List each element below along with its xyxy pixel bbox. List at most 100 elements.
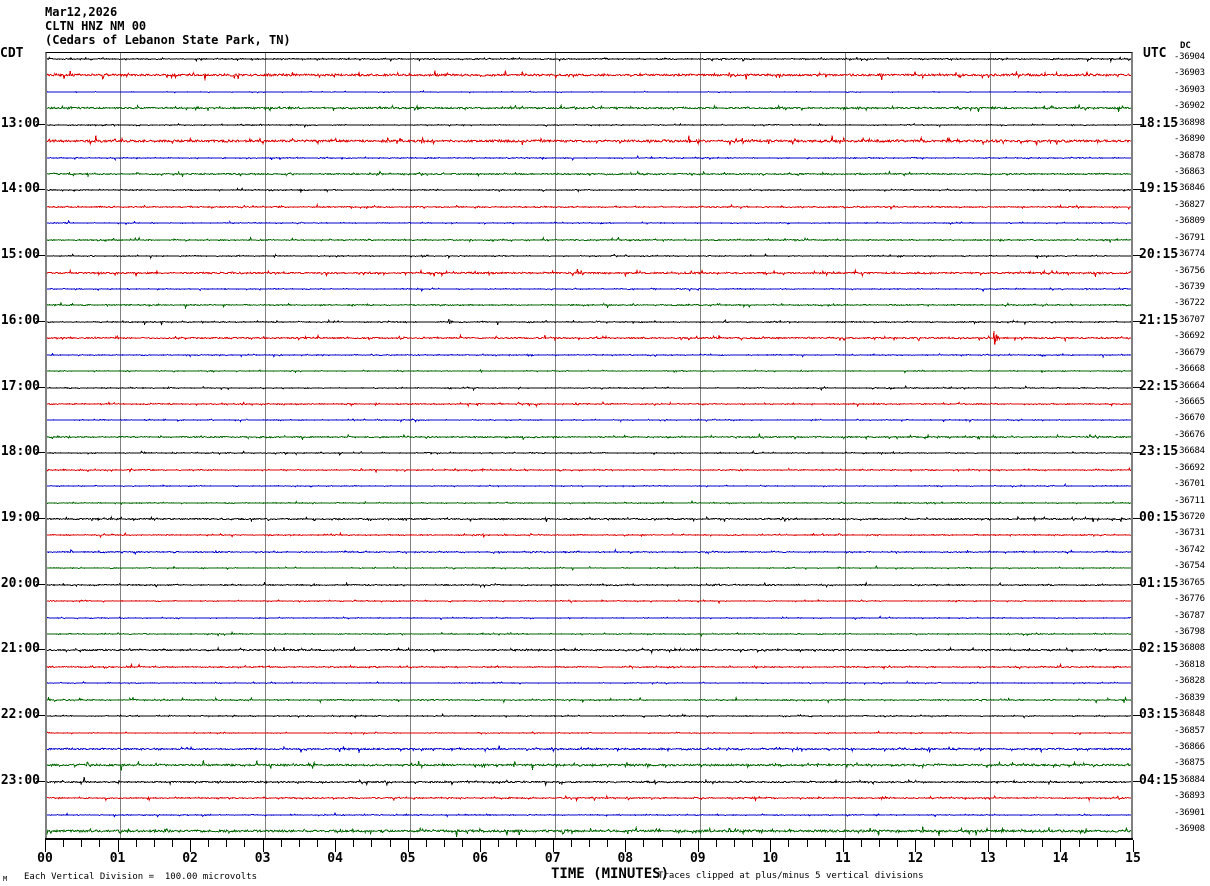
seismic-trace xyxy=(46,294,1132,316)
x-axis-tick-label: 11 xyxy=(835,851,851,866)
header-station: CLTN HNZ NM 00 xyxy=(45,19,147,33)
seismic-trace xyxy=(46,97,1132,119)
seismic-trace xyxy=(46,557,1132,579)
x-axis-tick-label: 08 xyxy=(617,851,634,866)
dc-offset-value: -36701 xyxy=(1174,479,1205,490)
seismic-trace xyxy=(46,163,1132,185)
right-time-tick xyxy=(1133,189,1142,191)
x-axis-tick xyxy=(462,840,464,847)
dc-offset-value: -36739 xyxy=(1174,282,1205,293)
dc-offset-value: -36846 xyxy=(1174,183,1205,194)
dc-offset-value: -36898 xyxy=(1174,117,1205,128)
gridline-minute-9 xyxy=(699,53,701,838)
x-axis-tick-label: 13 xyxy=(980,851,996,866)
x-axis-tick xyxy=(407,840,409,852)
x-axis-tick xyxy=(443,840,445,847)
seismic-trace xyxy=(46,311,1132,333)
dc-offset-value: -36711 xyxy=(1174,495,1205,506)
x-axis-tick xyxy=(570,840,572,847)
left-time-tick xyxy=(36,320,45,322)
dc-offset-value: -36890 xyxy=(1174,134,1205,145)
dc-offset-value: -36903 xyxy=(1174,68,1205,79)
x-axis-tick xyxy=(915,840,917,852)
seismic-trace xyxy=(46,524,1132,546)
seismic-trace xyxy=(46,820,1132,842)
x-axis-tick xyxy=(1133,840,1134,852)
x-axis-tick xyxy=(99,840,101,847)
dc-offset-value: -36676 xyxy=(1174,429,1205,440)
gridline-minute-3 xyxy=(264,53,266,838)
x-axis-tick xyxy=(752,840,754,847)
gridline-minute-13 xyxy=(989,53,991,838)
x-axis-tick xyxy=(480,840,482,852)
x-axis-tick xyxy=(171,840,173,847)
x-axis-tick xyxy=(226,840,228,847)
x-axis-tick xyxy=(335,840,337,852)
x-axis-tick xyxy=(1114,840,1116,847)
seismic-trace xyxy=(46,590,1132,612)
x-axis-line xyxy=(45,838,1133,840)
dc-offset-value: -36722 xyxy=(1174,298,1205,309)
right-time-tick xyxy=(1133,715,1142,717)
right-time-label: 21:15 xyxy=(1139,312,1179,328)
x-axis-tick xyxy=(244,840,246,847)
x-axis-tick xyxy=(190,840,192,852)
x-axis xyxy=(45,838,1134,852)
seismic-trace xyxy=(46,574,1132,596)
right-time-tick xyxy=(1133,649,1142,651)
seismic-trace xyxy=(46,262,1132,284)
x-axis-tick xyxy=(951,840,953,847)
scale-note: Each Vertical Division = 100.00 microvol… xyxy=(24,872,257,882)
x-axis-title: TIME (MINUTES) xyxy=(551,866,670,882)
seismic-trace xyxy=(46,722,1132,744)
left-time-label: 15:00 xyxy=(0,247,40,263)
x-axis-tick xyxy=(516,840,518,847)
dc-offset-value: -36720 xyxy=(1174,512,1205,523)
right-time-label: 04:15 xyxy=(1139,772,1179,788)
dc-offset-value: -36863 xyxy=(1174,167,1205,177)
x-axis-tick xyxy=(987,840,989,852)
seismic-trace xyxy=(46,607,1132,629)
x-axis-tick xyxy=(534,840,536,847)
header-location: (Cedars of Lebanon State Park, TN) xyxy=(45,33,291,47)
left-time-label: 22:00 xyxy=(0,707,40,723)
x-axis-tick xyxy=(879,840,881,847)
right-time-label: 18:15 xyxy=(1139,115,1179,131)
seismic-trace xyxy=(46,623,1132,645)
x-axis-tick xyxy=(589,840,590,847)
right-time-label: 02:15 xyxy=(1139,641,1179,657)
seismic-trace xyxy=(46,377,1132,399)
x-axis-tick-label: 05 xyxy=(399,851,416,866)
right-time-label: 00:15 xyxy=(1139,510,1179,526)
seismic-trace xyxy=(46,656,1132,678)
x-axis-tick xyxy=(770,840,772,852)
seismogram-plot xyxy=(45,52,1133,838)
x-axis-tick xyxy=(897,840,899,847)
x-axis-tick-label: 01 xyxy=(109,851,126,866)
dc-offset-value: -36754 xyxy=(1174,561,1205,572)
dc-offset-value: -36787 xyxy=(1174,610,1205,621)
right-time-tick xyxy=(1133,583,1142,585)
dc-offset-value: -36664 xyxy=(1174,380,1205,391)
seismic-trace xyxy=(46,426,1132,448)
seismic-trace xyxy=(46,81,1132,103)
left-time-tick xyxy=(36,780,45,782)
seismic-trace xyxy=(46,409,1132,431)
dc-offset-value: -36827 xyxy=(1174,199,1205,210)
seismic-trace xyxy=(46,738,1132,760)
seismic-trace xyxy=(46,705,1132,727)
x-axis-tick-label: 03 xyxy=(254,851,271,866)
seismic-trace xyxy=(46,229,1132,251)
seismic-trace xyxy=(46,689,1132,711)
x-axis-tick xyxy=(933,840,935,847)
seismic-trace xyxy=(46,492,1132,514)
x-axis-tick xyxy=(661,840,663,847)
dc-offset-value: -36756 xyxy=(1174,265,1205,276)
x-axis-tick-label: 00 xyxy=(37,851,53,866)
dc-offset-value: -36857 xyxy=(1174,725,1205,736)
x-axis-tick-label: 12 xyxy=(907,851,924,866)
dc-offset-value: -36774 xyxy=(1174,249,1205,260)
left-time-tick xyxy=(36,583,45,585)
dc-offset-value: -36791 xyxy=(1174,232,1205,243)
right-time-tick xyxy=(1133,780,1142,782)
